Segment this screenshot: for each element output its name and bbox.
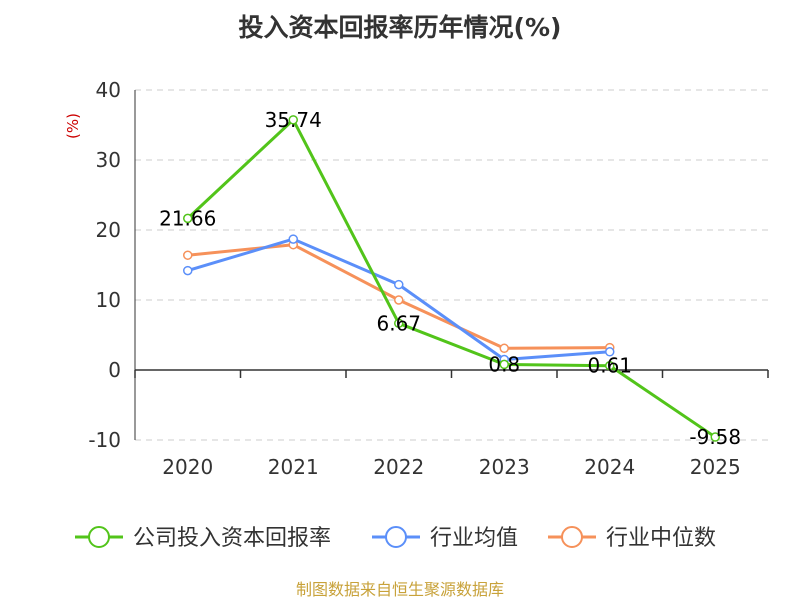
data-point[interactable]	[183, 265, 193, 276]
legend-label[interactable]: 行业均值	[430, 526, 518, 551]
y-tick-label: -10	[88, 428, 121, 452]
data-label: 0.61	[587, 354, 632, 378]
legend-marker	[561, 526, 583, 548]
x-tick-label: 2020	[162, 455, 213, 479]
legend[interactable]: 公司投入资本回报率 行业均值 行业中位数	[75, 526, 716, 551]
data-point[interactable]	[394, 318, 404, 329]
x-tick-label: 2021	[268, 455, 319, 479]
data-label: 35.74	[265, 108, 322, 132]
data-point[interactable]	[394, 279, 404, 290]
data-point[interactable]	[394, 295, 404, 305]
grid-layer	[135, 89, 768, 441]
y-tick-label: 30	[96, 148, 121, 172]
y-tick-label: 10	[96, 288, 121, 312]
data-point[interactable]	[183, 250, 193, 260]
legend-label[interactable]: 行业中位数	[606, 526, 716, 551]
data-point[interactable]	[288, 234, 298, 244]
legend-marker	[385, 526, 407, 548]
x-tick-label: 2023	[479, 455, 530, 479]
data-label: 21.66	[159, 206, 216, 230]
y-tick-label: 0	[108, 358, 121, 382]
x-tick-label: 2022	[373, 455, 424, 479]
legend-label[interactable]: 公司投入资本回报率	[133, 526, 331, 551]
legend-marker	[88, 526, 110, 548]
data-label: -9.58	[689, 425, 741, 449]
series-layer	[183, 115, 720, 442]
data-label: 6.67	[376, 311, 421, 335]
y-tick-label: 20	[96, 218, 121, 242]
x-tick-label: 2025	[690, 455, 741, 479]
data-point[interactable]	[710, 432, 720, 442]
data-label: 0.8	[488, 352, 520, 376]
y-tick-label: 40	[96, 78, 121, 102]
chart-title: 投入资本回报率历年情况(%)	[238, 13, 562, 42]
data-point[interactable]	[183, 213, 193, 224]
data-point[interactable]	[499, 359, 509, 370]
data-point[interactable]	[499, 343, 509, 354]
data-source-note: 制图数据来自恒生聚源数据库	[295, 580, 504, 599]
data-point[interactable]	[605, 360, 615, 371]
label-layer: 21.66 35.74 6.67 0.8 0.61 -9.58	[159, 108, 741, 449]
y-axis-unit-label: (%)	[64, 113, 82, 139]
axis-layer: -10 0 10 20 30 40 (%) 2020 2021 2022 2023 2024 2025	[64, 78, 769, 479]
x-tick-label: 2024	[584, 455, 635, 479]
data-point[interactable]	[288, 115, 298, 125]
series-line	[186, 118, 717, 439]
data-point[interactable]	[605, 347, 615, 357]
